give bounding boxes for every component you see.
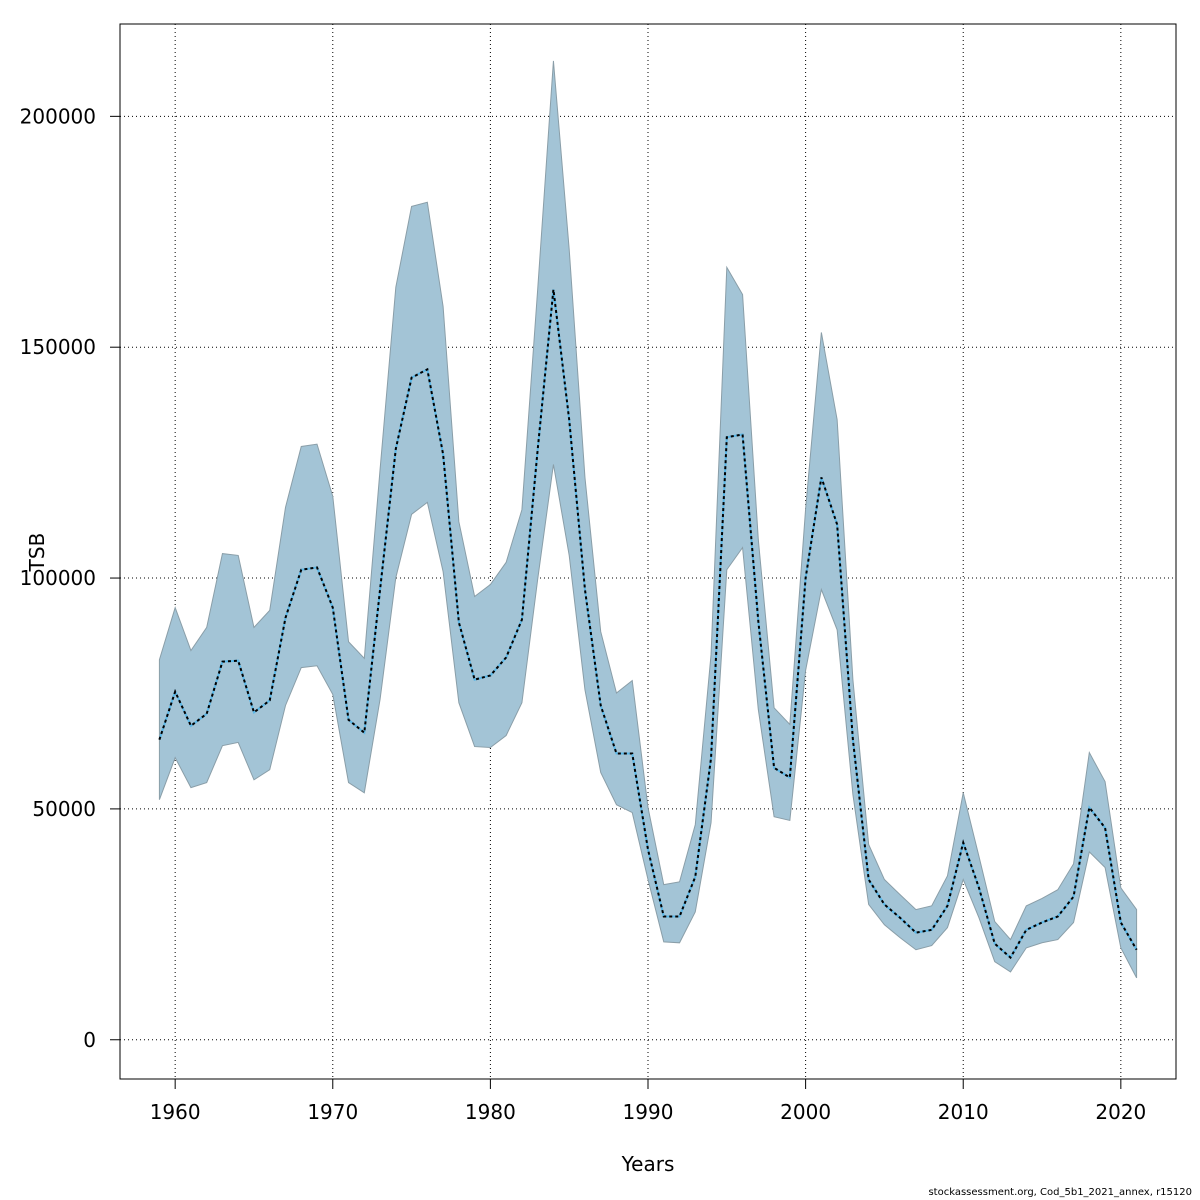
y-tick-label: 50000: [32, 797, 96, 821]
x-tick-label: 2010: [938, 1100, 989, 1124]
y-tick-label: 0: [83, 1028, 96, 1052]
x-tick-label: 1990: [623, 1100, 674, 1124]
x-tick-label: 1970: [307, 1100, 358, 1124]
y-axis-label: TSB: [25, 533, 49, 573]
footer-credit: stockassessment.org, Cod_5b1_2021_annex,…: [928, 1187, 1192, 1198]
x-tick-label: 2020: [1095, 1100, 1146, 1124]
y-tick-label: 100000: [20, 566, 96, 590]
axes: 1960 1970 1980 1990 2000 2010 2020 0 50000 100000…: [20, 104, 1147, 1124]
y-tick-label: 150000: [20, 335, 96, 359]
y-tick-label: 200000: [20, 104, 96, 128]
confidence-band: [158, 60, 1138, 979]
x-tick-label: 2000: [780, 1100, 831, 1124]
x-axis-label: Years: [621, 1152, 675, 1176]
estimate-line-underlay: [158, 289, 1138, 960]
plot-marks: [158, 60, 1138, 979]
x-tick-label: 1980: [465, 1100, 516, 1124]
x-tick-label: 1960: [150, 1100, 201, 1124]
